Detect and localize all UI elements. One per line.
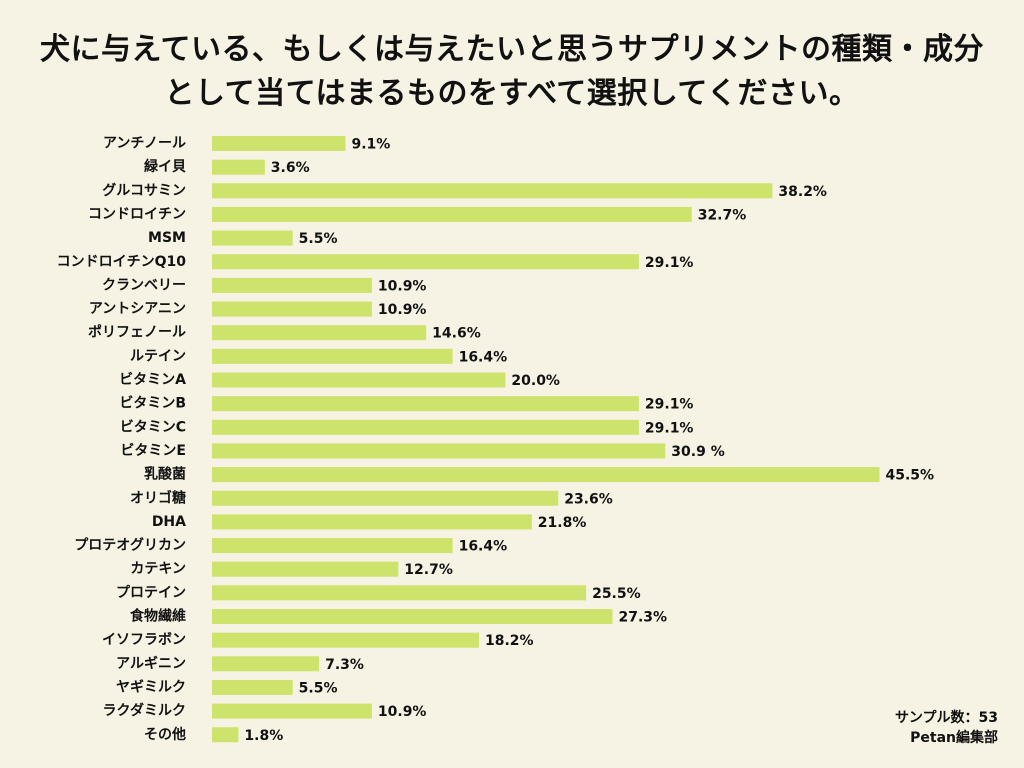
category-label: グルコサミン — [102, 182, 186, 199]
category-label: オリゴ糖 — [130, 489, 186, 506]
bar — [212, 348, 453, 364]
value-label: 1.8% — [244, 728, 283, 744]
bar — [212, 277, 372, 293]
value-label: 29.1% — [645, 397, 694, 413]
category-label: ビタミンE — [120, 443, 186, 459]
source-credit: Petan編集部 — [910, 730, 998, 746]
title-line-1: 犬に与えている、もしくは与えたいと思うサプリメントの種類・成分 — [40, 32, 984, 67]
category-label: ルテイン — [130, 348, 186, 364]
category-label: 乳酸菌 — [144, 466, 186, 483]
category-label: アンチノール — [103, 136, 186, 152]
category-label: DHA — [152, 514, 186, 530]
bar — [212, 538, 453, 554]
bar — [212, 561, 399, 577]
footnote: サンプル数：53 Petan編集部 — [895, 708, 998, 748]
bar — [212, 419, 639, 435]
bar — [212, 301, 372, 317]
category-label: ビタミンC — [120, 419, 186, 435]
bar — [212, 325, 427, 341]
bar — [212, 136, 346, 151]
bar — [212, 727, 239, 743]
category-label: ヤギミルク — [116, 678, 186, 695]
value-label: 14.6% — [432, 326, 481, 342]
value-label: 45.5% — [885, 468, 934, 484]
bar — [212, 467, 880, 483]
value-label: 23.6% — [564, 491, 613, 507]
value-label: 12.7% — [404, 562, 453, 578]
value-label: 10.9% — [378, 704, 427, 720]
value-label: 9.1% — [351, 137, 390, 153]
bar — [212, 443, 666, 459]
bar — [212, 679, 293, 695]
category-label: イソフラボン — [102, 632, 186, 648]
bar — [212, 490, 559, 506]
value-label: 29.1% — [645, 420, 694, 436]
category-label: コンドロイチンQ10 — [57, 254, 187, 270]
bar — [212, 230, 293, 246]
value-label: 25.5% — [592, 586, 641, 602]
category-label: アルギニン — [116, 655, 186, 672]
value-label: 5.5% — [299, 680, 338, 696]
category-label: プロテオグリカン — [74, 537, 186, 554]
value-label: 10.9% — [378, 302, 427, 318]
category-label: アントシアニン — [89, 301, 186, 317]
value-label: 16.4% — [459, 539, 508, 555]
category-label: その他 — [144, 726, 186, 743]
value-label: 18.2% — [485, 633, 534, 649]
category-label: プロテイン — [116, 585, 186, 601]
bar — [212, 183, 773, 199]
bar — [212, 159, 265, 175]
value-label: 29.1% — [645, 255, 694, 271]
value-label: 10.9% — [378, 278, 427, 294]
category-label: MSM — [148, 230, 186, 246]
bar — [212, 514, 532, 530]
value-label: 20.0% — [511, 373, 560, 389]
value-label: 30.9 % — [671, 444, 724, 460]
value-label: 27.3% — [618, 610, 667, 626]
bar — [212, 372, 506, 388]
category-label: クランベリー — [102, 277, 186, 293]
category-label: ポリフェノール — [88, 324, 186, 341]
category-label: ビタミンB — [119, 396, 186, 412]
bar — [212, 396, 639, 412]
bar — [212, 632, 479, 648]
category-label: カテキン — [130, 561, 186, 577]
category-label: 食物繊維 — [130, 608, 186, 625]
chart-title: 犬に与えている、もしくは与えたいと思うサプリメントの種類・成分 として当てはまる… — [0, 28, 1024, 116]
value-label: 38.2% — [778, 184, 827, 200]
value-label: 7.3% — [325, 657, 364, 673]
value-label: 3.6% — [271, 160, 310, 176]
sample-size-note: サンプル数：53 — [894, 710, 998, 726]
bar — [212, 703, 372, 719]
value-label: 16.4% — [459, 349, 508, 365]
value-label: 32.7% — [698, 207, 747, 223]
category-label: ビタミンA — [119, 372, 186, 388]
value-label: 21.8% — [538, 515, 587, 531]
bar — [212, 254, 639, 270]
category-label: 緑イ貝 — [144, 158, 186, 175]
category-label: ラクダミルク — [103, 702, 186, 719]
title-line-2: として当てはまるものをすべて選択してください。 — [164, 76, 860, 111]
category-label: コンドロイチン — [88, 206, 186, 222]
bar — [212, 656, 320, 672]
bar — [212, 585, 587, 601]
bar — [212, 609, 613, 624]
bar — [212, 206, 692, 222]
value-label: 5.5% — [299, 231, 338, 247]
